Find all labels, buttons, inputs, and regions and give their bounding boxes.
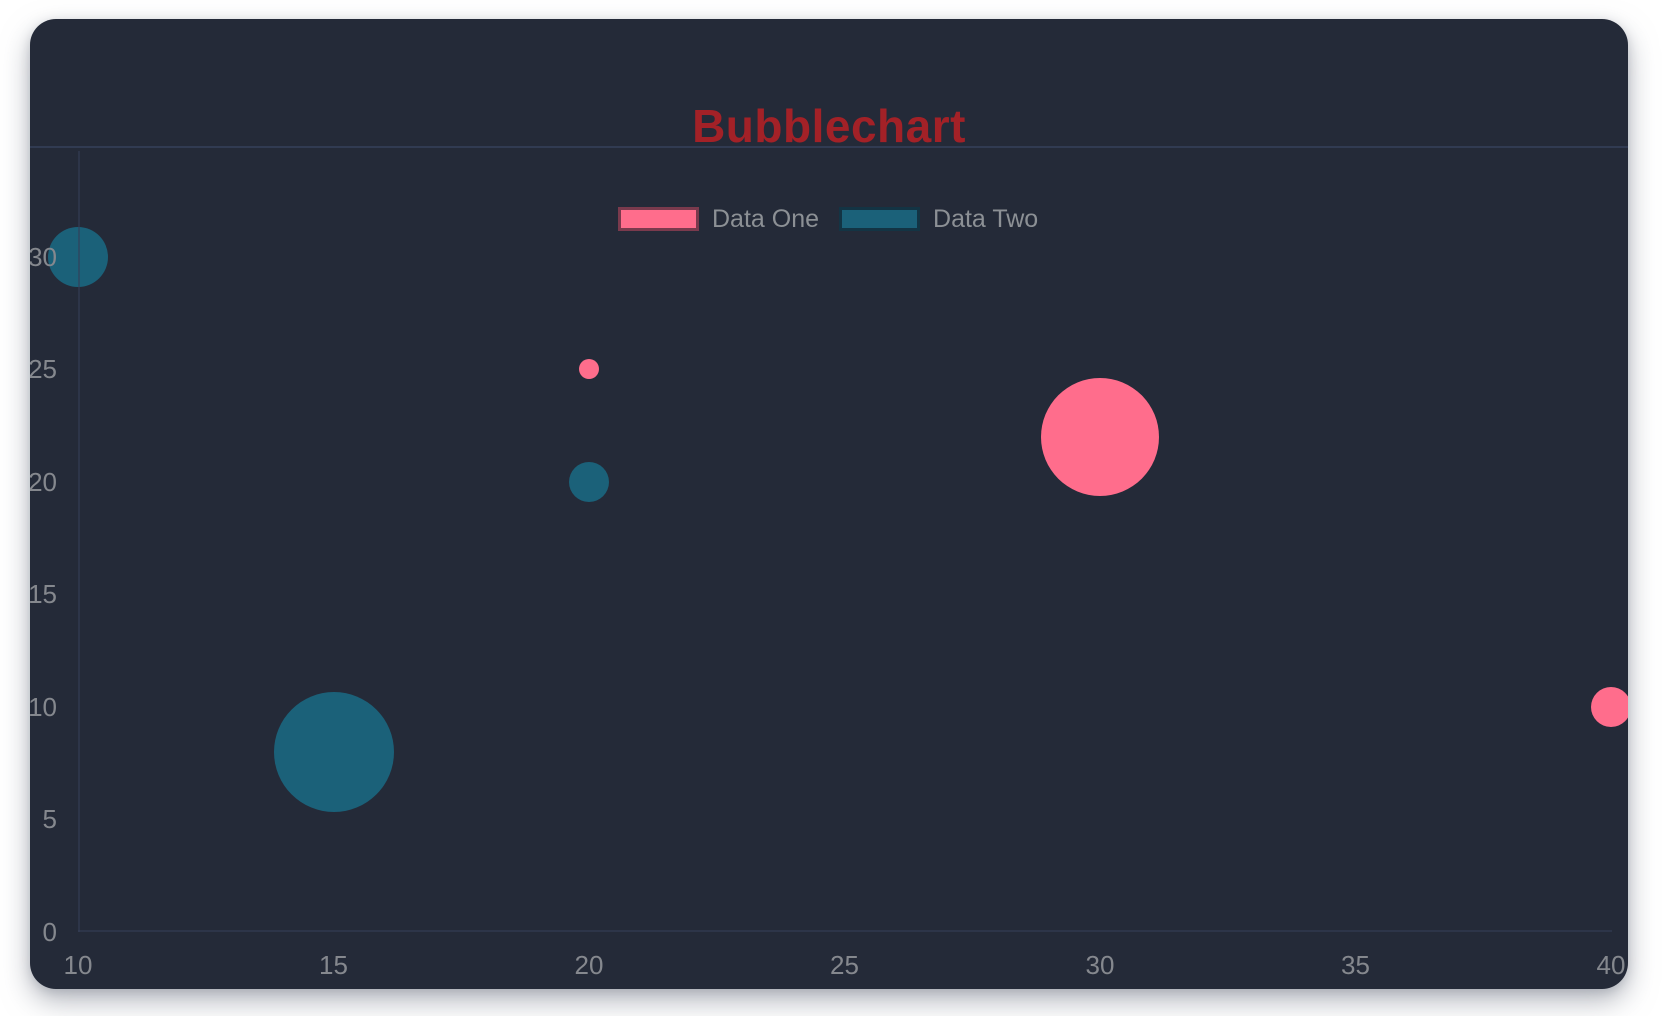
legend-item-data-one[interactable]: Data One xyxy=(618,203,819,235)
bubble-data-two-x15-y8[interactable] xyxy=(273,691,394,812)
y-tick-label: 15 xyxy=(30,579,57,609)
x-tick-label: 30 xyxy=(1085,950,1115,980)
chart-card: Bubblechart Data One Data Two 0 5 10 15 20 25 3… xyxy=(30,19,1628,989)
chart-legend: Data One Data Two xyxy=(618,203,1038,235)
x-tick-label: 40 xyxy=(1596,950,1626,980)
y-axis-line xyxy=(78,151,80,932)
y-tick-label: 5 xyxy=(42,804,57,834)
x-axis-line xyxy=(78,930,1612,932)
bubble-data-two-x20-y20[interactable] xyxy=(569,461,609,502)
x-tick-label: 10 xyxy=(63,950,93,980)
y-tick-label: 10 xyxy=(30,691,57,722)
y-tick-label: 25 xyxy=(30,354,57,384)
x-tick-label: 25 xyxy=(830,950,859,980)
legend-label-data-two: Data Two xyxy=(933,205,1039,233)
bubble-data-one-x30-y22[interactable] xyxy=(1041,377,1159,496)
legend-swatch-data-two xyxy=(839,207,921,231)
bubble-data-one-x40-y10[interactable] xyxy=(1591,686,1628,727)
legend-item-data-two[interactable]: Data Two xyxy=(839,203,1038,235)
x-tick-label: 15 xyxy=(319,950,348,980)
legend-label-data-one: Data One xyxy=(712,205,820,233)
legend-swatch-data-one xyxy=(618,207,699,231)
x-tick-label: 20 xyxy=(574,950,604,980)
y-tick-label: 0 xyxy=(42,916,57,947)
header-divider xyxy=(30,146,1628,148)
y-tick-label: 30 xyxy=(30,241,57,272)
bubble-data-one-x20-y25[interactable] xyxy=(579,359,599,379)
plot-area[interactable] xyxy=(30,148,1628,989)
x-tick-label: 35 xyxy=(1341,950,1370,980)
chart-title: Bubblechart xyxy=(692,99,966,152)
y-tick-label: 20 xyxy=(30,466,57,497)
